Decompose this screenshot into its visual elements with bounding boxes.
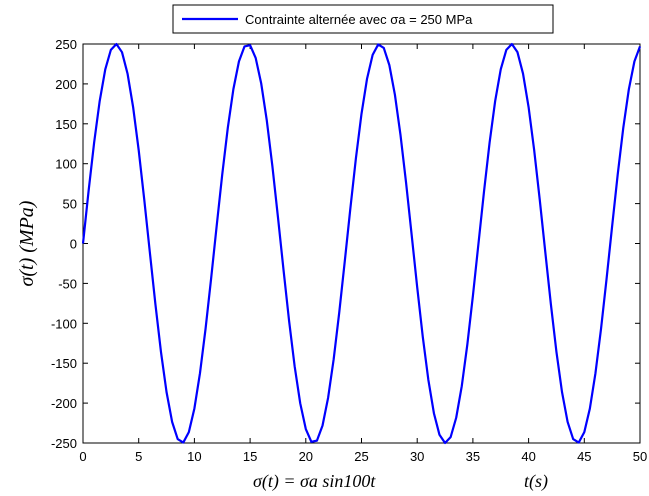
y-axis-label-text: σ(t) (MPa): [16, 200, 38, 286]
x-axis-label: t(s): [524, 471, 548, 492]
y-ticks: 250 200 150 100 50 0 -50 -100 -150 -200 -250: [51, 37, 640, 451]
y-tick-label: -150: [51, 356, 77, 371]
x-tick-label: 40: [521, 449, 535, 464]
legend: Contrainte alternée avec σa = 250 MPa: [172, 4, 554, 34]
y-tick-label: -200: [51, 396, 77, 411]
y-tick-label: 0: [70, 237, 77, 252]
y-tick-label: -50: [58, 276, 77, 291]
y-tick-label: 200: [55, 77, 77, 92]
x-tick-label: 45: [577, 449, 591, 464]
x-tick-label: 5: [135, 449, 142, 464]
x-tick-label: 35: [466, 449, 480, 464]
y-tick-label: -250: [51, 436, 77, 451]
x-tick-label: 20: [299, 449, 313, 464]
y-axis-label: σ(t) (MPa): [16, 200, 38, 286]
y-tick-label: -100: [51, 316, 77, 331]
series-line: [81, 42, 642, 445]
x-tick-label: 50: [633, 449, 647, 464]
x-tick-label: 15: [243, 449, 257, 464]
x-ticks: 0 5 10 15 20 25 30 35 40 45 50: [79, 44, 647, 464]
x-tick-label: 30: [410, 449, 424, 464]
x-tick-label: 25: [354, 449, 368, 464]
y-tick-label: 150: [55, 117, 77, 132]
y-tick-label: 50: [63, 197, 77, 212]
axes-box: [82, 43, 641, 444]
legend-entry: Contrainte alternée avec σa = 250 MPa: [245, 12, 473, 27]
x-tick-label: 10: [187, 449, 201, 464]
x-tick-label: 0: [79, 449, 86, 464]
formula-label: σ(t) = σa sin100t: [253, 471, 376, 492]
y-tick-label: 250: [55, 37, 77, 52]
y-tick-label: 100: [55, 157, 77, 172]
